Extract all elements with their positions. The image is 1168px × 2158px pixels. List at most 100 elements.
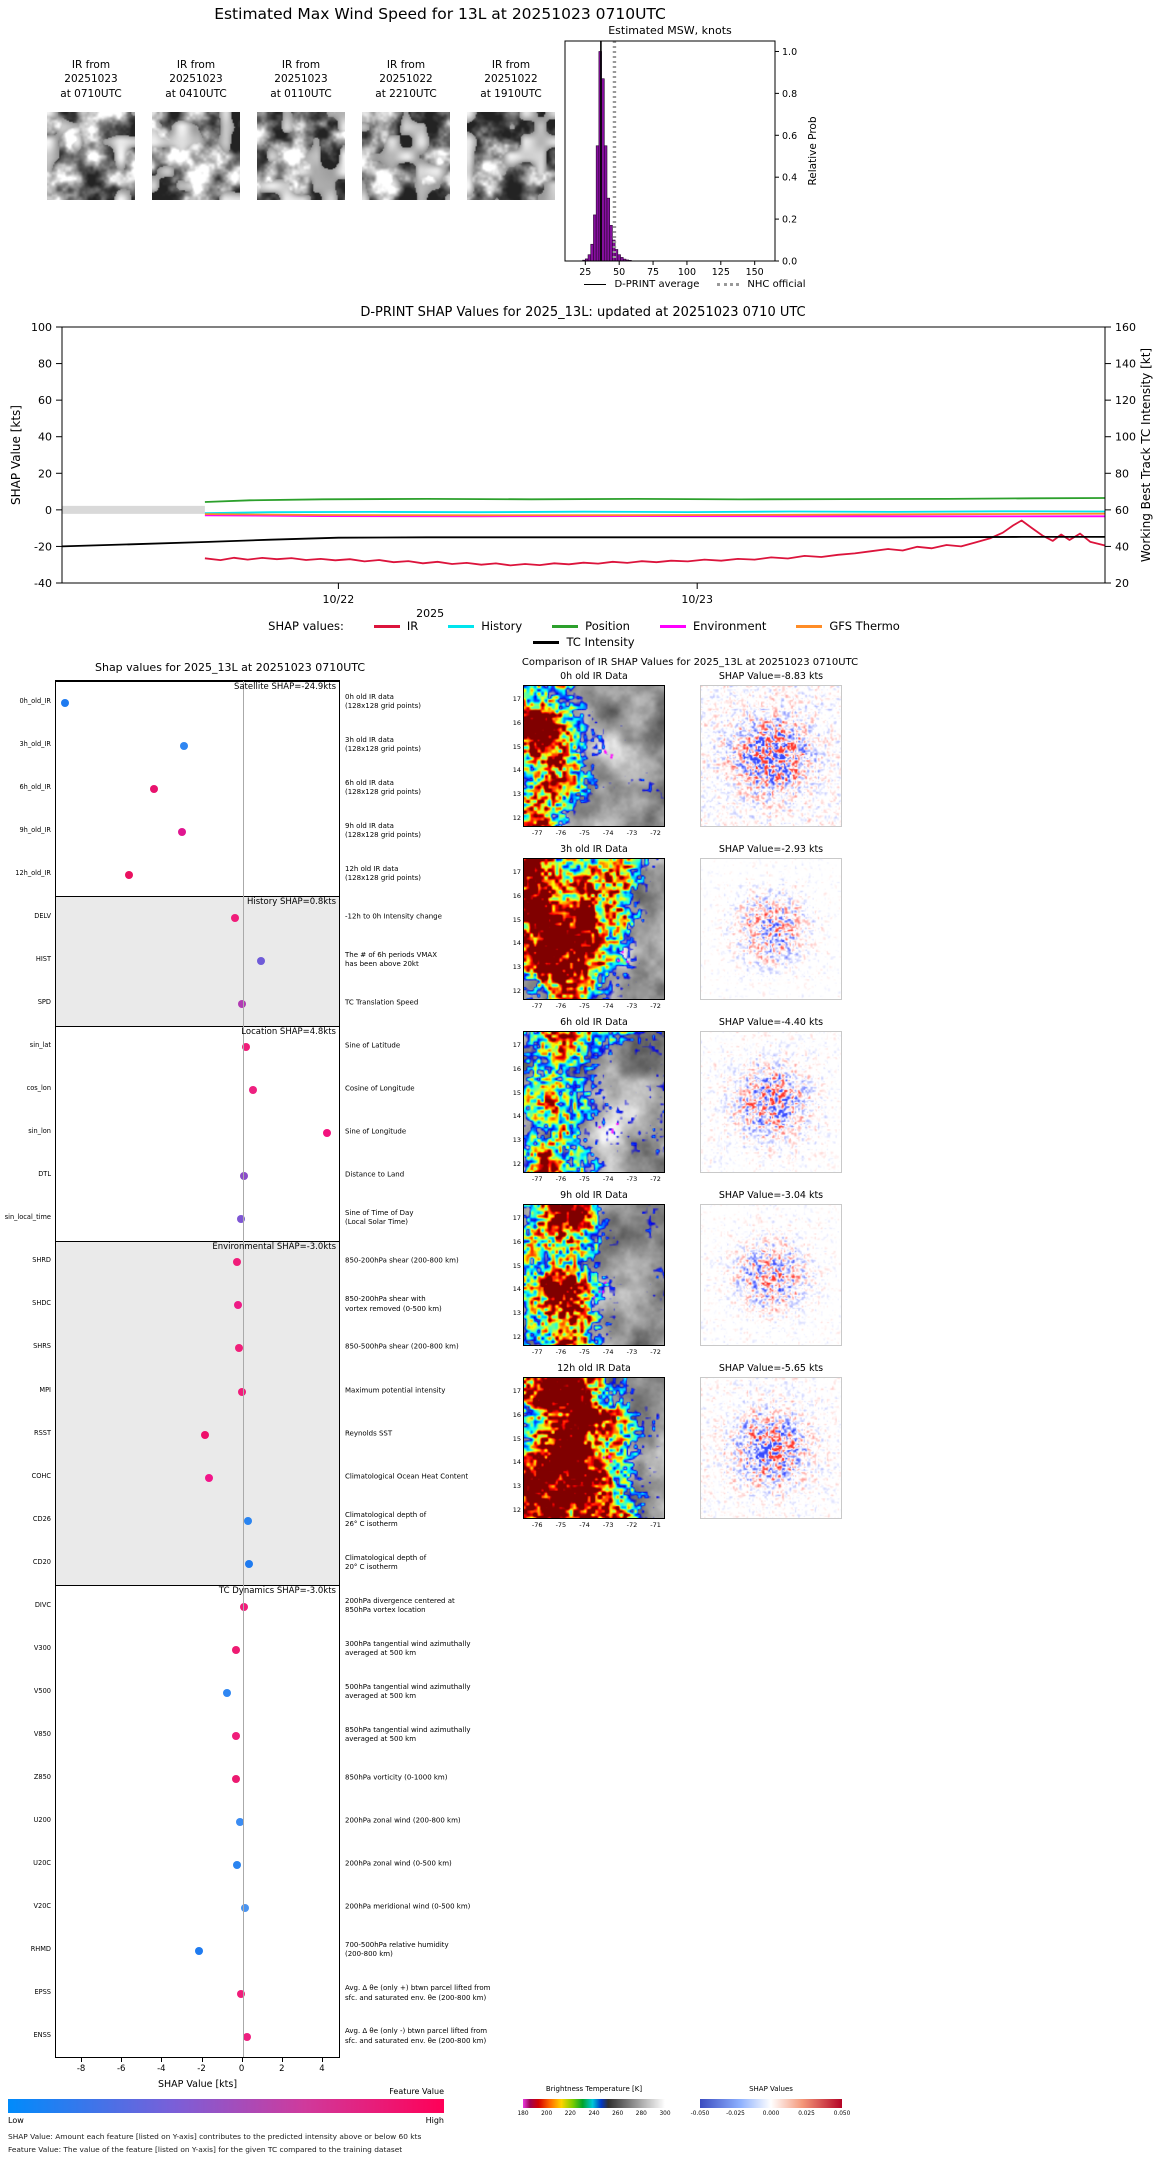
ir-data-map xyxy=(523,1377,665,1519)
feature-label: SHDC xyxy=(32,1299,51,1308)
map-ytick-label: 16 xyxy=(512,1410,521,1419)
bt-colorbar-tick-label: 240 xyxy=(588,2111,600,2117)
feature-label: 6h_old_IR xyxy=(19,782,51,791)
map-xtick-label: -75 xyxy=(579,829,590,837)
feature-shap-dot xyxy=(231,1645,240,1654)
timeseries-legend-row-1: SHAP values: IR History Position Environmen… xyxy=(0,618,1168,634)
ir-data-map xyxy=(523,1031,665,1173)
histogram-bar xyxy=(606,197,611,262)
map-xtick-label: -71 xyxy=(650,1521,661,1529)
left-ytick-label: 80 xyxy=(38,358,52,371)
feature-shap-dot xyxy=(239,1602,248,1611)
right-yaxis-label: Working Best Track TC Intensity [kt] xyxy=(1139,348,1153,562)
shap-value-map xyxy=(700,858,842,1000)
bt-colorbar-tick-label: 200 xyxy=(541,2111,553,2117)
shap-map-title: SHAP Value=-3.04 kts xyxy=(718,1190,824,1201)
feature-description: 200hPa divergence centered at 850hPa vor… xyxy=(345,1596,455,1614)
feature-description: 0h old IR data (128x128 grid points) xyxy=(345,692,421,710)
ir-thumbnail-caption: IR from 20251023 at 0710UTC xyxy=(60,59,122,100)
map-xtick-label: -73 xyxy=(602,1521,614,1529)
histogram-bar xyxy=(609,225,613,262)
feature-shap-dot xyxy=(236,1990,245,1999)
feature-colorbar-title: Feature Value xyxy=(389,2087,444,2096)
map-ytick-label: 17 xyxy=(512,1387,521,1396)
feature-colorbar-high-label: High xyxy=(425,2116,444,2125)
feature-group-band xyxy=(56,896,339,1026)
left-ytick-label: 60 xyxy=(38,394,52,407)
map-ytick-label: 14 xyxy=(512,1285,521,1294)
feature-label: SPD xyxy=(37,997,51,1006)
legend-entry-ir: IR xyxy=(373,619,418,633)
histogram-bar xyxy=(587,254,592,262)
feature-label: SHRD xyxy=(32,1256,51,1265)
feature-shap-dot xyxy=(204,1473,213,1482)
ir-comparison-panel: Comparison of IR SHAP Values for 2025_13… xyxy=(510,655,1168,2158)
map-xtick-label: -73 xyxy=(626,1175,638,1183)
feature-label: Z850 xyxy=(33,1773,51,1782)
histogram-ylabel: Relative Prob xyxy=(807,116,819,185)
map-ytick-label: 16 xyxy=(512,1237,521,1246)
feature-shap-panel: Shap values for 2025_13L at 20251023 071… xyxy=(0,655,512,2158)
feature-description: Avg. Δ θe (only +) btwn parcel lifted fr… xyxy=(345,1984,491,2002)
legend-line-swatch xyxy=(552,624,579,628)
feature-label: U200 xyxy=(33,1816,51,1825)
map-ytick-label: 17 xyxy=(512,695,521,704)
ir-data-title: 0h old IR Data xyxy=(560,671,628,682)
feature-shap-dot xyxy=(240,1904,249,1913)
feature-label: SHRS xyxy=(33,1342,51,1351)
right-ytick-label: 40 xyxy=(1115,540,1129,553)
ir-thumbnail-caption: IR from 20251023 at 0410UTC xyxy=(165,59,227,100)
feature-group-header: Location SHAP=4.8kts xyxy=(241,1026,336,1037)
left-yaxis-label: SHAP Value [kts] xyxy=(9,405,23,505)
feature-shap-dot xyxy=(125,870,134,879)
map-ytick-label: 12 xyxy=(512,1159,521,1168)
feature-shap-dot xyxy=(232,1861,241,1870)
feature-shap-dot xyxy=(322,1129,331,1138)
legend-entry-environment: Environment xyxy=(659,619,766,633)
feature-label: 9h_old_IR xyxy=(19,825,51,834)
feature-description: -12h to 0h Intensity change xyxy=(345,912,442,921)
feature-description: 300hPa tangential wind azimuthally avera… xyxy=(345,1639,471,1657)
feature-label: HIST xyxy=(35,954,51,963)
map-xtick-label: -77 xyxy=(531,829,543,837)
feature-shap-dot xyxy=(231,1732,240,1741)
map-xtick-label: -74 xyxy=(602,829,614,837)
histogram-ytick-label: 0.8 xyxy=(782,89,797,100)
map-ytick-label: 15 xyxy=(512,915,521,924)
feature-label: V20C xyxy=(33,1902,51,1911)
map-ytick-label: 14 xyxy=(512,939,521,948)
histogram-bar xyxy=(595,145,600,262)
feature-shap-dot xyxy=(241,1043,250,1052)
map-xtick-label: -77 xyxy=(531,1002,543,1010)
ir-data-map xyxy=(523,858,665,1000)
feature-description: 6h old IR data (128x128 grid points) xyxy=(345,778,421,796)
map-ytick-label: 17 xyxy=(512,1041,521,1050)
feature-plot-title: Shap values for 2025_13L at 20251023 071… xyxy=(94,661,366,674)
histogram-xtick-label: 150 xyxy=(746,267,764,276)
ir-thumbnail-caption: IR from 20251022 at 1910UTC xyxy=(480,59,542,100)
feature-description: 700-500hPa relative humidity (200-800 km… xyxy=(345,1941,449,1959)
shap-timeseries-chart: D-PRINT SHAP Values for 2025_13L: update… xyxy=(9,305,1153,620)
map-xtick-label: -77 xyxy=(531,1175,543,1183)
map-ytick-label: 12 xyxy=(512,1505,521,1514)
right-ytick-label: 100 xyxy=(1115,431,1136,444)
map-xtick-label: -75 xyxy=(579,1002,590,1010)
map-xtick-label: -76 xyxy=(555,829,567,837)
right-ytick-label: 120 xyxy=(1115,394,1136,407)
legend-line-swatch xyxy=(448,624,475,628)
map-xtick-label: -72 xyxy=(650,1348,661,1356)
feature-label: DTL xyxy=(38,1170,51,1179)
shap-map-title: SHAP Value=-2.93 kts xyxy=(718,844,824,855)
map-xtick-label: -74 xyxy=(602,1348,614,1356)
feature-description: Climatological depth of 26° C isotherm xyxy=(345,1510,427,1528)
xtick-label: 10/23 xyxy=(681,593,713,606)
legend-label: Position xyxy=(585,619,630,633)
series-line-gfs-thermo xyxy=(204,512,1106,517)
feature-description: 850hPa tangential wind azimuthally avera… xyxy=(345,1725,471,1744)
feature-shap-dot xyxy=(236,1215,245,1224)
map-ytick-label: 13 xyxy=(512,1135,521,1144)
shap-map-title: SHAP Value=-4.40 kts xyxy=(718,1017,824,1028)
feature-shap-dot xyxy=(177,827,186,836)
map-ytick-label: 14 xyxy=(512,1112,521,1121)
feature-plot-area xyxy=(55,680,340,2058)
